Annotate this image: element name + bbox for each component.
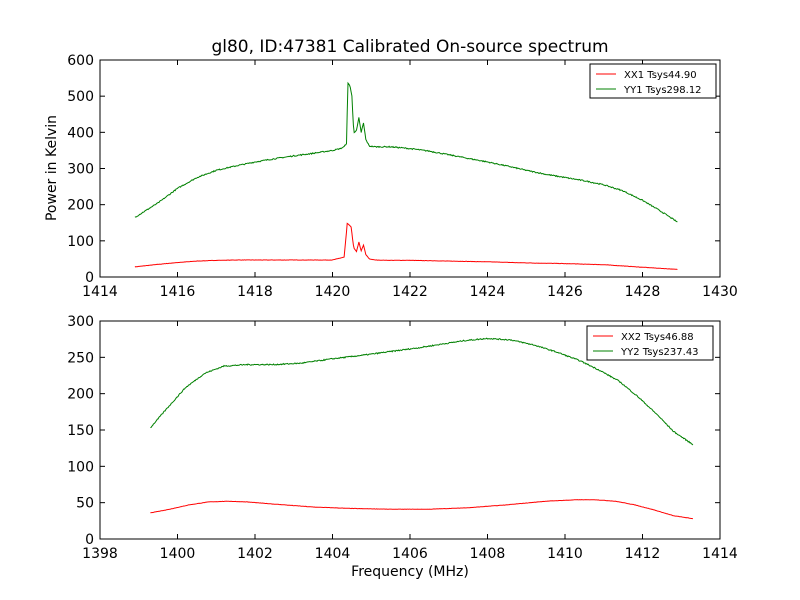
legend-entry: XX1 Tsys44.90 [624,70,697,81]
y-tick-label: 100 [67,459,94,475]
bottom-spectrum-panel: 1398 1400 1402 1404 1406 1408 1410 1412 1414 0 50 1… [67,314,738,580]
legend-entry: YY1 Tsys298.12 [623,85,702,96]
y-tick-label: 250 [67,350,94,366]
legend: XX1 Tsys44.90 YY1 Tsys298.12 [589,63,717,99]
y-tick-label: 0 [85,532,94,548]
y-tick-label: 100 [67,234,94,250]
x-tick-label: 1406 [392,546,428,562]
x-tick-label: 1430 [702,284,738,300]
y-tick-label: 0 [85,270,94,286]
series-line-yy1 [134,81,678,223]
series-line-yy2 [150,337,694,446]
y-tick-label: 200 [67,387,94,403]
x-tick-label: 1398 [82,546,118,562]
x-tick-label: 1418 [237,284,273,300]
x-tick-label: 1410 [547,546,583,562]
y-tick-label: 150 [67,423,94,439]
series-line-xx1 [134,222,678,270]
chart-title: gl80, ID:47381 Calibrated On-source spec… [211,37,608,57]
x-tick-label: 1400 [160,546,196,562]
y-tick-label: 300 [67,162,94,178]
x-tick-label: 1428 [625,284,661,300]
x-tick-label: 1414 [82,284,118,300]
x-tick-label: 1422 [392,284,428,300]
top-y-axis-label: Power in Kelvin [44,115,60,221]
y-tick-label: 50 [76,496,94,512]
y-tick-label: 300 [67,314,94,330]
x-tick-label: 1402 [237,546,273,562]
y-tick-label: 600 [67,53,94,69]
x-tick-label: 1426 [547,284,583,300]
legend-box [589,63,717,99]
y-tick-label: 500 [67,89,94,105]
x-tick-label: 1408 [470,546,506,562]
bottom-plot-area: 1398 1400 1402 1404 1406 1408 1410 1412 1414 0 50 1… [67,314,738,562]
x-tick-label: 1416 [160,284,196,300]
x-tick-label: 1412 [625,546,661,562]
y-tick-label: 400 [67,125,94,141]
top-spectrum-panel: 1414 1416 1418 1420 1422 1424 1426 1428 1430 0 100… [44,53,738,300]
legend: XX2 Tsys46.88 YY2 Tsys237.43 [586,325,714,361]
x-tick-label: 1404 [315,546,351,562]
top-plot-area: 1414 1416 1418 1420 1422 1424 1426 1428 1430 0 100… [67,53,738,300]
x-tick-label: 1420 [315,284,351,300]
legend-box [586,325,714,361]
x-tick-label: 1424 [470,284,506,300]
y-tick-label: 200 [67,198,94,214]
legend-entry: XX2 Tsys46.88 [621,332,694,343]
x-axis-label: Frequency (MHz) [351,564,469,580]
x-tick-label: 1414 [702,546,738,562]
series-line-xx2 [150,499,694,520]
legend-entry: YY2 Tsys237.43 [620,347,699,358]
